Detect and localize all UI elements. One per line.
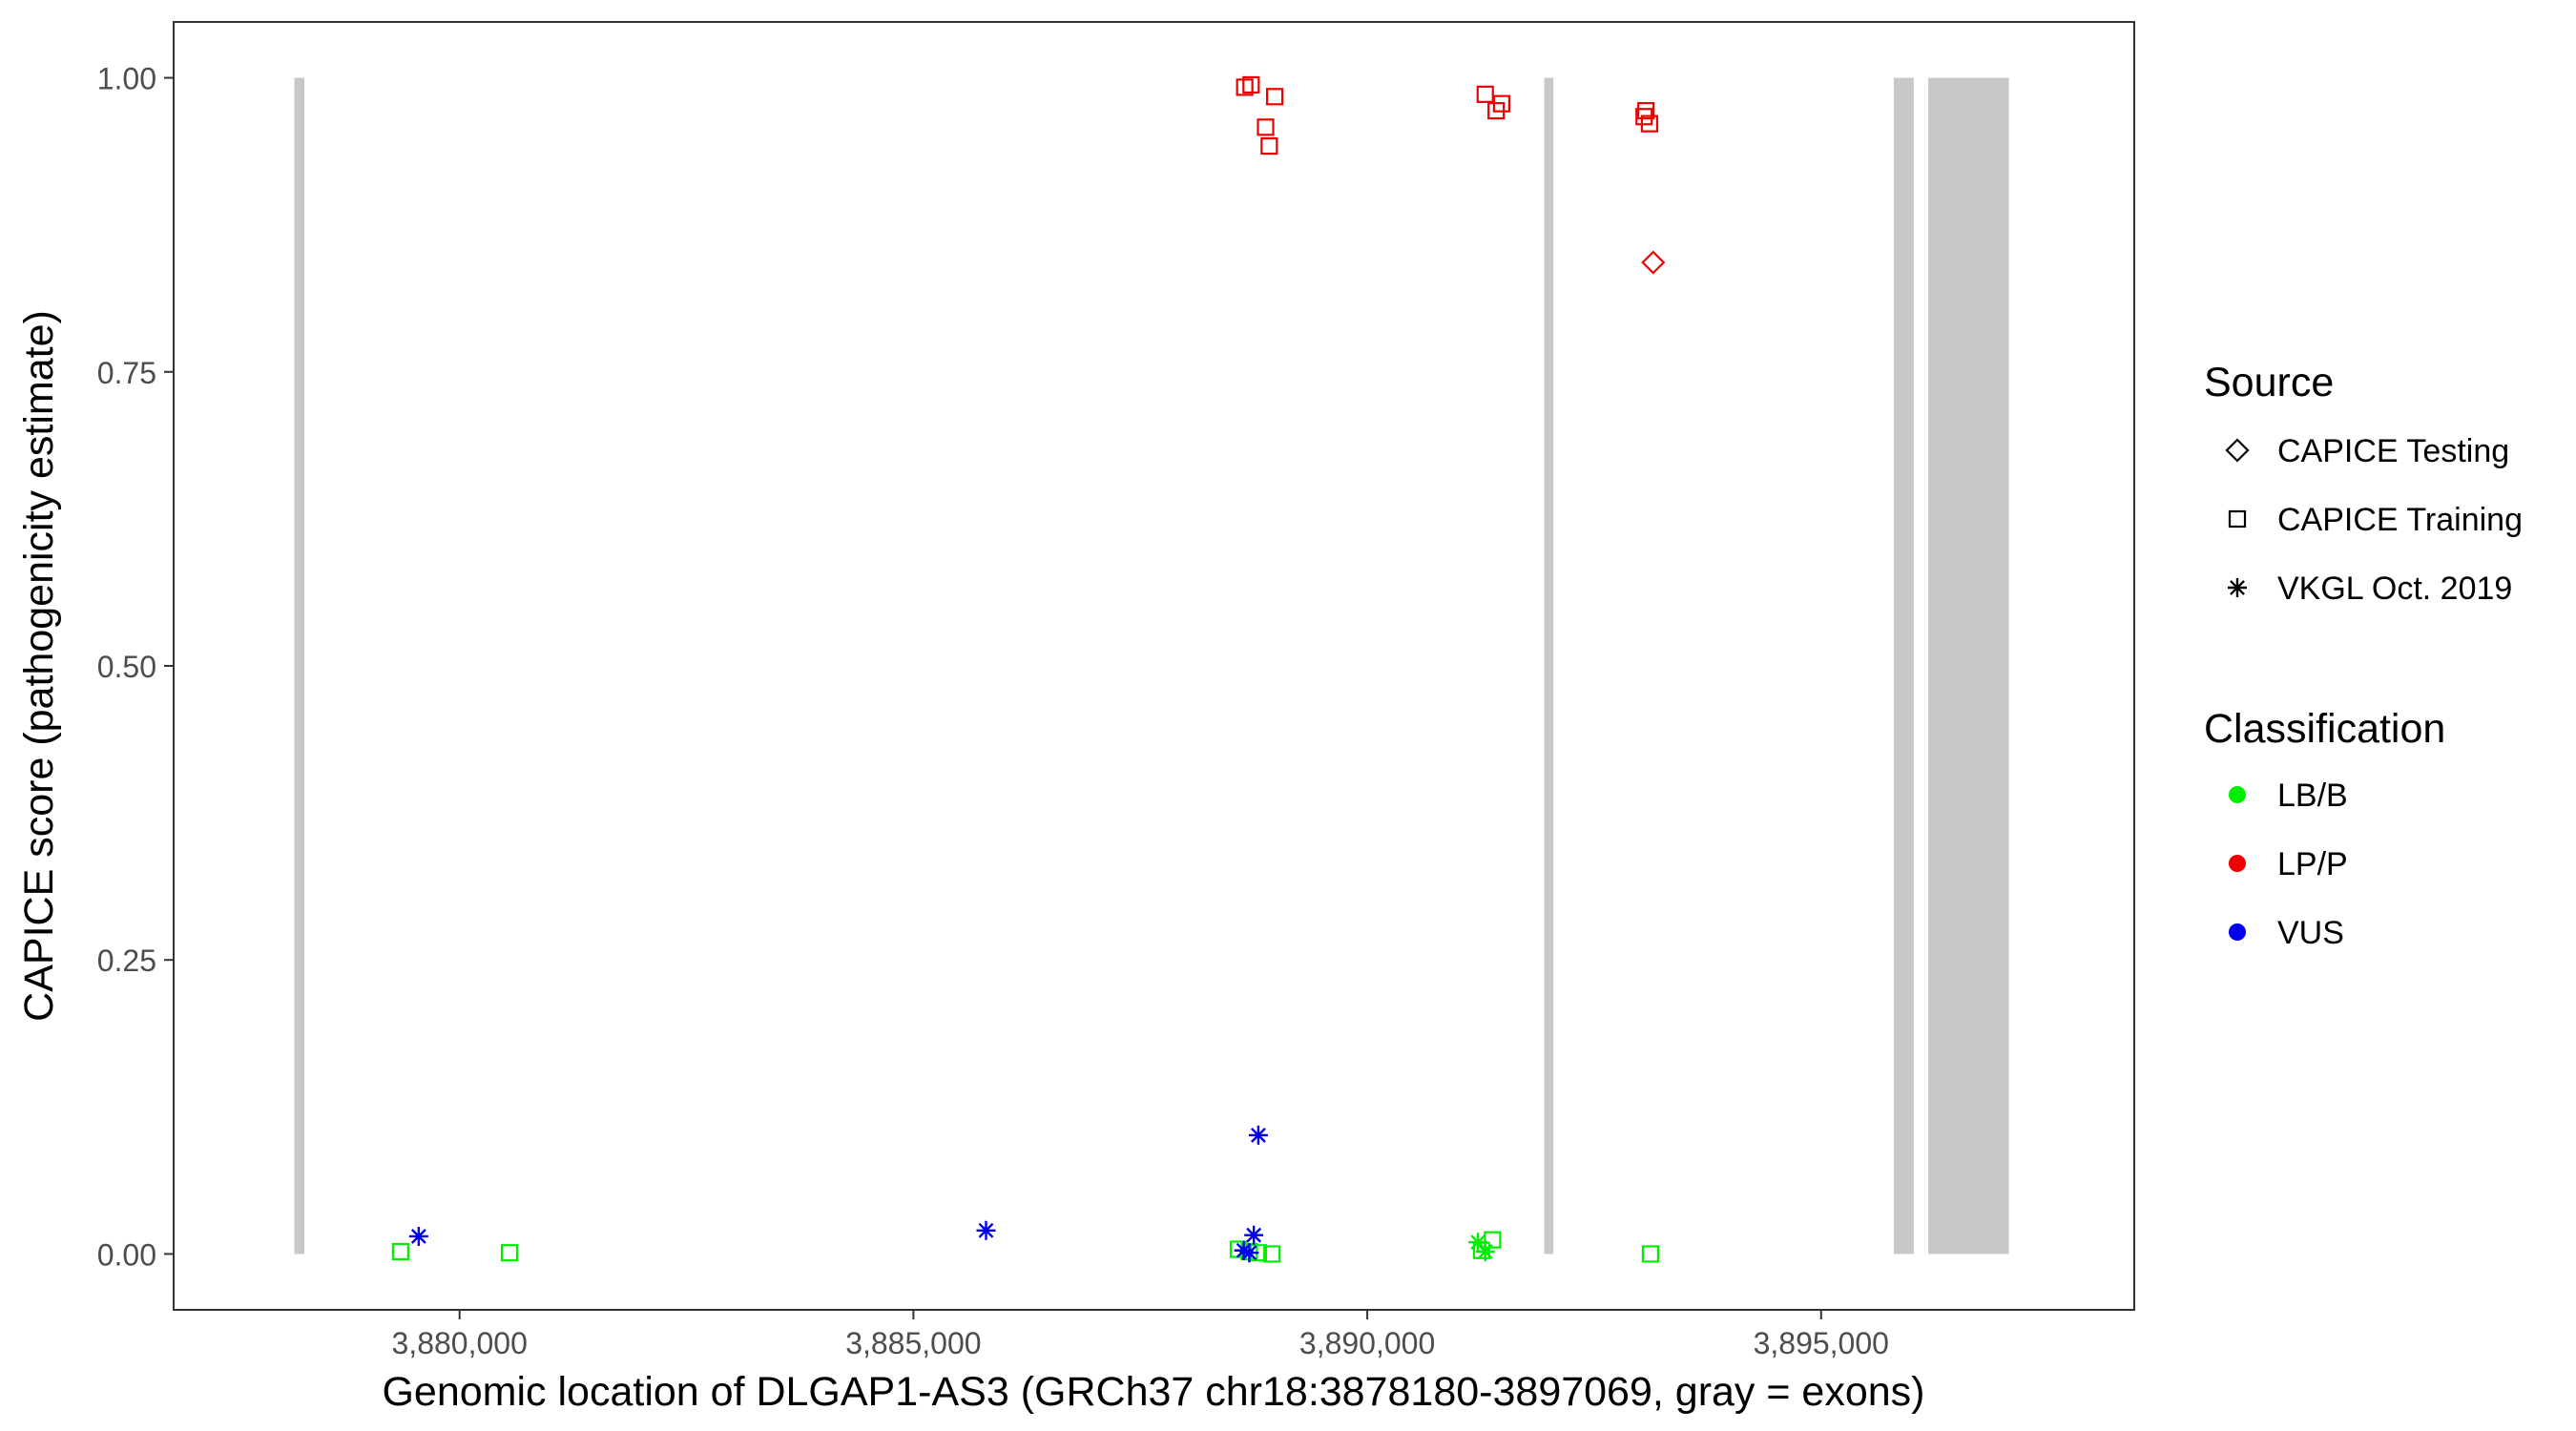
legend-source-key <box>2228 509 2247 529</box>
data-point <box>1476 85 1494 103</box>
legend-classification-items: LB/B LP/P VUS <box>2229 778 2348 951</box>
y-axis-title: CAPICE score (pathogenicity estimate) <box>16 310 62 1022</box>
data-point <box>1263 1245 1281 1263</box>
y-tick-label: 0.25 <box>97 944 156 978</box>
legend-class-key <box>2229 855 2246 872</box>
exon-bar <box>1928 77 2009 1255</box>
data-point <box>1236 78 1254 96</box>
x-tick-label: 3,895,000 <box>1754 1326 1889 1360</box>
legend-class-key <box>2229 923 2246 941</box>
data-point <box>1244 1225 1264 1245</box>
legend-source-label: CAPICE Training <box>2277 502 2523 538</box>
legend-source-label: VKGL Oct. 2019 <box>2277 570 2512 607</box>
exon-bar <box>1544 77 1554 1255</box>
x-axis-title: Genomic location of DLGAP1-AS3 (GRCh37 c… <box>382 1369 1924 1415</box>
data-point <box>1260 136 1278 156</box>
legend-class-label: VUS <box>2277 915 2344 951</box>
legend-source-key <box>2228 578 2247 597</box>
exon-bars <box>294 77 2009 1255</box>
data-point <box>1234 1240 1254 1260</box>
data-point <box>1484 1231 1502 1249</box>
data-point <box>408 1226 428 1246</box>
y-tick-label: 1.00 <box>97 62 156 96</box>
x-tick-label: 3,890,000 <box>1299 1326 1435 1360</box>
data-point <box>1265 88 1284 106</box>
legend-class-label: LB/B <box>2277 778 2348 814</box>
data-point <box>500 1244 519 1262</box>
exon-bar <box>294 77 304 1255</box>
data-points <box>391 75 1666 1263</box>
x-tick-label: 3,880,000 <box>392 1326 528 1360</box>
legend-classification-title: Classification <box>2204 706 2445 752</box>
data-point <box>1640 114 1659 133</box>
data-point <box>1248 1125 1268 1145</box>
legend-source-label: CAPICE Testing <box>2277 433 2509 469</box>
data-point <box>1239 1243 1259 1263</box>
data-point <box>391 1242 409 1261</box>
x-tick-label: 3,885,000 <box>845 1326 981 1360</box>
legend-source-items: CAPICE Testing CAPICE Training VKGL Oct. 2… <box>2225 433 2523 607</box>
data-point <box>1468 1233 1488 1253</box>
y-axis: 0.00 0.25 0.50 0.75 1.00 <box>97 62 174 1272</box>
legend-class-label: LP/P <box>2277 846 2348 882</box>
data-point <box>1641 250 1666 275</box>
data-point <box>976 1220 996 1240</box>
data-point <box>1637 101 1655 120</box>
data-point <box>1242 75 1260 94</box>
x-axis: 3,880,000 3,885,000 3,890,000 3,895,000 <box>392 1310 1889 1360</box>
exon-bar <box>1893 77 1914 1255</box>
legend-class-key <box>2229 786 2246 803</box>
data-point <box>1257 118 1275 136</box>
legend-source-title: Source <box>2204 360 2334 405</box>
data-point <box>1475 1241 1495 1261</box>
legend: Source CAPICE Testing CAPICE Training VKGL… <box>2204 360 2523 951</box>
data-point <box>1641 1245 1660 1263</box>
y-tick-label: 0.50 <box>97 650 156 684</box>
y-tick-label: 0.00 <box>97 1237 156 1272</box>
legend-source-key <box>2225 438 2250 463</box>
data-point <box>1487 101 1506 120</box>
y-tick-label: 0.75 <box>97 356 156 390</box>
